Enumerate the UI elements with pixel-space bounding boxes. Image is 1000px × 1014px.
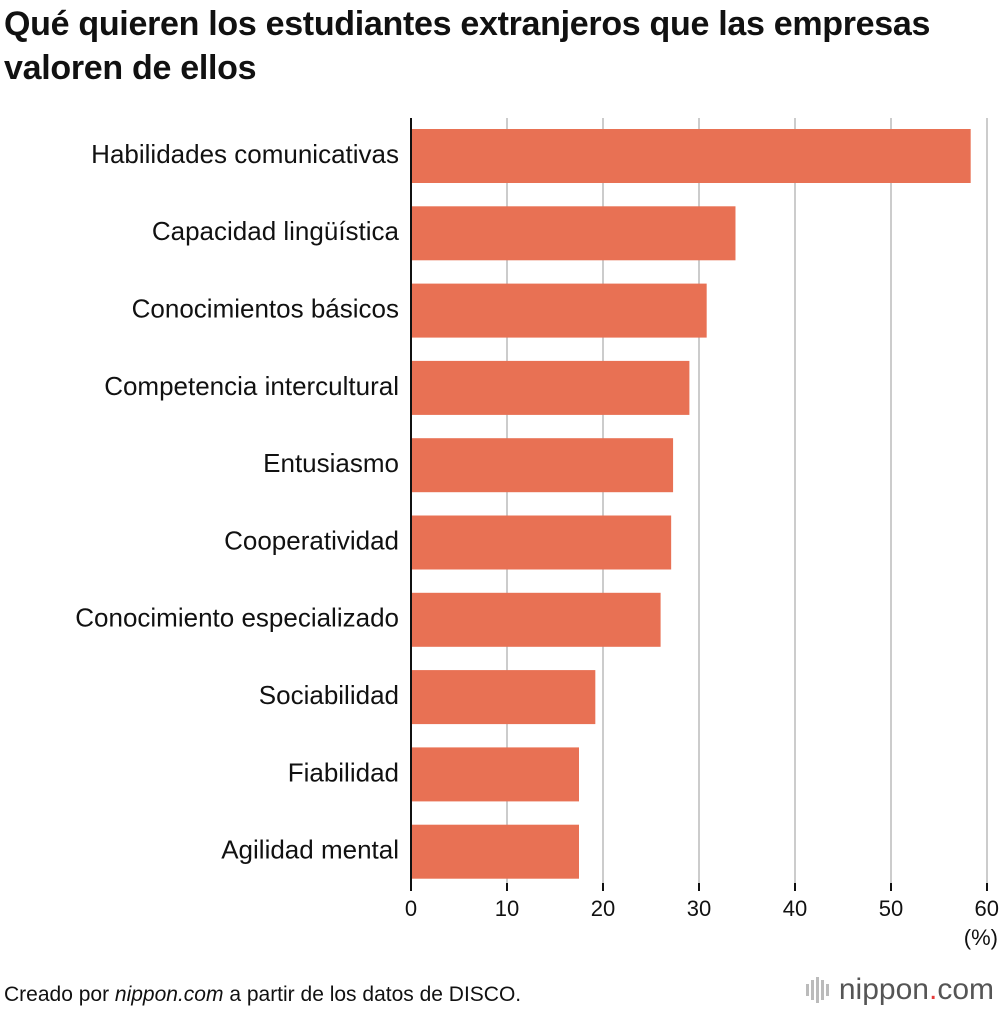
- bar: [411, 747, 579, 802]
- bar: [411, 670, 596, 725]
- x-tick-label: 20: [591, 896, 615, 921]
- category-label: Conocimientos básicos: [132, 293, 399, 323]
- x-tick-label: 40: [783, 896, 807, 921]
- x-axis-unit-label: (%): [964, 925, 998, 950]
- source-note: Creado por nippon.com a partir de los da…: [4, 983, 521, 1007]
- source-prefix: Creado por: [4, 983, 115, 1006]
- chart-title: Qué quieren los estudiantes extranjeros …: [4, 5, 931, 87]
- nippon-logo[interactable]: nippon. com: [805, 973, 994, 1006]
- bar: [411, 438, 674, 493]
- bar: [411, 592, 661, 647]
- bar: [411, 283, 707, 338]
- source-suffix: a partir de los datos de DISCO.: [223, 983, 522, 1006]
- bar: [411, 206, 736, 261]
- bar: [411, 129, 971, 183]
- x-tick-label: 0: [405, 896, 417, 921]
- x-tick-label: 30: [687, 896, 711, 921]
- x-tick-label: 50: [879, 896, 903, 921]
- category-label: Conocimiento especializado: [75, 603, 399, 633]
- category-label: Entusiasmo: [263, 448, 399, 478]
- brand-name: nippon: [838, 973, 929, 1006]
- x-tick-label: 10: [495, 896, 519, 921]
- bar: [411, 824, 579, 879]
- x-tick-label: 60: [975, 896, 999, 921]
- bar: [411, 360, 690, 415]
- bar: [411, 515, 672, 570]
- category-label: Cooperatividad: [224, 525, 399, 555]
- category-label: Habilidades comunicativas: [91, 139, 399, 169]
- category-label: Competencia intercultural: [104, 371, 399, 401]
- brand-tld: com: [937, 973, 994, 1006]
- category-label: Fiabilidad: [288, 757, 399, 787]
- category-label: Agilidad mental: [221, 835, 399, 865]
- category-label: Sociabilidad: [259, 680, 399, 710]
- brand-dot: .: [928, 973, 938, 1006]
- logo-mark-icon: [805, 977, 829, 1003]
- source-site: nippon.com: [114, 983, 224, 1006]
- category-label: Capacidad lingüística: [152, 216, 400, 246]
